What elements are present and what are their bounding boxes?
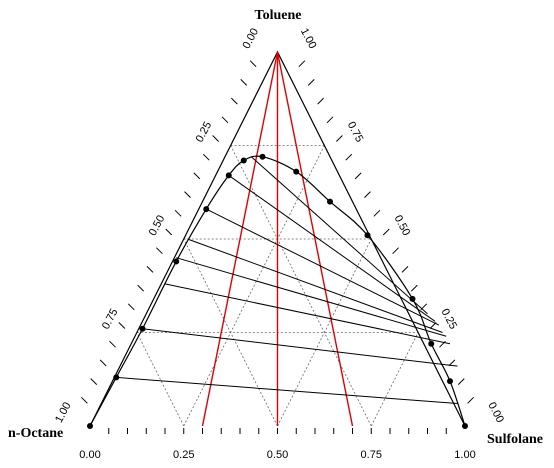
bottom-tick-label: 0.00 — [79, 449, 100, 461]
left-tick — [165, 228, 173, 236]
left-tick — [137, 284, 144, 292]
left-tick-label: 0.50 — [147, 213, 168, 238]
grid-line-octane-3 — [136, 332, 185, 427]
tie-line-4 — [176, 257, 447, 337]
right-tick — [298, 60, 306, 68]
right-tick — [467, 396, 474, 404]
right-tick-label: 0.00 — [485, 400, 506, 425]
tie-line-1 — [116, 376, 458, 405]
tie-line-7 — [228, 175, 436, 322]
grid-line-octane-1 — [230, 145, 372, 427]
right-tick-label: 0.50 — [392, 213, 413, 238]
left-tick — [231, 97, 238, 105]
left-tick-label: 0.75 — [100, 307, 121, 332]
left-tick — [193, 172, 201, 180]
left-tick — [249, 60, 257, 68]
binodal-point-9 — [293, 168, 300, 175]
binodal-point-3 — [139, 325, 146, 332]
binodal-point-1 — [87, 423, 93, 429]
red-line-3 — [276, 51, 354, 427]
vertex-label-bottom-left: n-Octane — [8, 426, 63, 441]
right-tick — [457, 378, 465, 385]
right-tick — [401, 266, 409, 273]
right-tick — [354, 172, 362, 180]
binodal-point-12 — [409, 295, 416, 302]
tie-line-2 — [142, 328, 458, 367]
grid-line-sulfolane-1 — [183, 145, 325, 427]
left-tick — [109, 340, 116, 348]
bottom-tick-label: 0.75 — [361, 449, 382, 461]
grid-line-octane-2 — [183, 238, 278, 427]
red-line-layer — [201, 51, 354, 427]
left-tick — [90, 378, 98, 385]
left-tick — [184, 191, 191, 198]
binodal-point-14 — [447, 378, 453, 385]
tie-line-8 — [250, 156, 428, 315]
right-tick — [307, 79, 315, 86]
right-tick-label: 0.25 — [438, 307, 459, 332]
vertex-label-top: Toluene — [255, 8, 302, 23]
left-tick — [127, 303, 135, 311]
left-tick — [174, 209, 182, 217]
left-tick — [221, 116, 229, 124]
tick-layer — [81, 60, 474, 434]
tie-line-5 — [187, 238, 443, 333]
tie-line-6 — [206, 208, 439, 326]
right-tick — [382, 228, 390, 236]
left-tick-label: 0.00 — [241, 26, 262, 51]
binodal-point-8 — [259, 153, 266, 160]
tie-line-layer — [116, 156, 458, 405]
tie-line-3 — [164, 283, 451, 345]
right-tick — [336, 135, 343, 142]
right-tick — [364, 191, 371, 198]
vertex-label-bottom-right: Sulfolane — [487, 432, 543, 447]
binodal-point-2 — [113, 374, 120, 381]
binodal-point-13 — [428, 340, 435, 347]
right-tick — [392, 247, 399, 255]
bottom-tick-label: 1.00 — [454, 449, 475, 461]
right-tick-label: 1.00 — [298, 26, 319, 51]
left-tick — [212, 135, 219, 142]
left-tick-label: 0.25 — [194, 120, 215, 145]
right-tick-label: 0.75 — [345, 120, 366, 145]
binodal-point-5 — [203, 206, 210, 213]
left-tick — [240, 79, 248, 86]
binodal-point-11 — [364, 232, 371, 239]
binodal-layer — [87, 153, 468, 429]
left-tick — [99, 359, 107, 367]
binodal-point-10 — [327, 198, 333, 205]
left-tick — [146, 266, 154, 273]
red-line-1 — [201, 51, 279, 427]
binodal-point-4 — [173, 258, 180, 265]
bottom-tick-label: 0.25 — [173, 449, 194, 461]
grid-line-sulfolane-2 — [277, 238, 372, 427]
left-tick — [202, 153, 210, 161]
right-tick — [317, 97, 324, 105]
right-tick — [326, 116, 334, 124]
left-tick — [81, 396, 88, 404]
grid-line-sulfolane-3 — [370, 332, 419, 427]
bottom-tick-label: 0.50 — [267, 449, 288, 461]
left-tick-label: 1.00 — [53, 400, 74, 425]
right-tick — [373, 209, 381, 217]
binodal-point-7 — [240, 157, 247, 164]
left-tick — [118, 322, 126, 329]
binodal-point-6 — [225, 172, 232, 179]
left-tick — [156, 247, 163, 255]
binodal-point-15 — [462, 423, 468, 429]
right-tick — [345, 153, 353, 161]
right-tick — [411, 284, 418, 292]
